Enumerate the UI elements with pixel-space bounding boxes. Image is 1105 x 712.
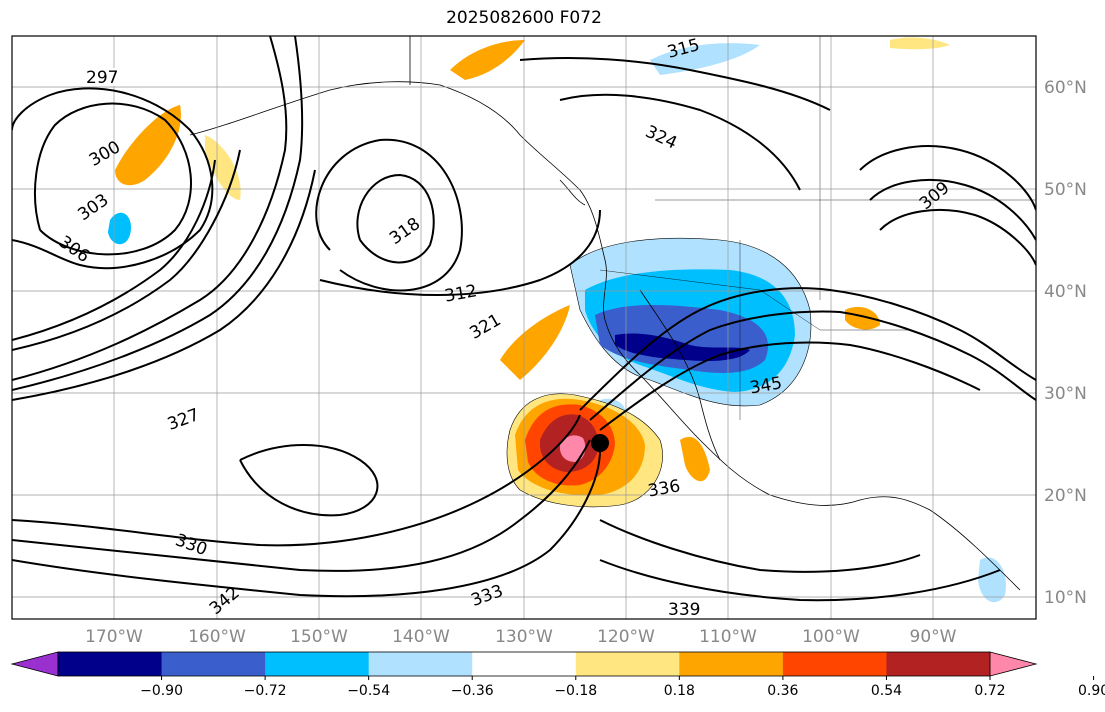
colorbar-tick-label: 0.72 bbox=[974, 683, 1005, 699]
colorbar-cell bbox=[368, 652, 473, 676]
lon-label: 110°W bbox=[699, 627, 757, 647]
colorbar-extend-min bbox=[10, 651, 59, 677]
colorbar-tick-label: 0.90 bbox=[1078, 683, 1105, 699]
map-frame bbox=[11, 35, 1037, 620]
contours bbox=[12, 36, 1036, 602]
colorbar: −0.90 −0.72 −0.54 −0.36 −0.18 0.18 0.36 0.54 0.7… bbox=[10, 651, 1105, 699]
colorbar-tick-label: −0.54 bbox=[347, 683, 390, 699]
lon-label: 130°W bbox=[495, 627, 553, 647]
contour-label: 339 bbox=[668, 600, 700, 620]
colorbar-tick-label: −0.18 bbox=[554, 683, 597, 699]
negative-anomaly-core bbox=[615, 333, 750, 361]
contour-label: 297 bbox=[86, 68, 118, 88]
colorbar-cell bbox=[161, 652, 266, 676]
map-area: 297 300 303 306 309 312 315 318 321 324 … bbox=[12, 36, 1036, 620]
latitude-labels: 60°N 50°N 40°N 30°N 20°N 10°N bbox=[1044, 78, 1087, 608]
colorbar-cell bbox=[472, 652, 577, 676]
positive-patch-east bbox=[845, 306, 880, 330]
positive-patch-north2 bbox=[205, 135, 241, 200]
lon-label: 150°W bbox=[290, 627, 348, 647]
positive-patch-nw bbox=[115, 105, 181, 186]
negative-patch-east bbox=[978, 557, 1006, 603]
colorbar-cell bbox=[886, 652, 991, 676]
lon-label: 120°W bbox=[597, 627, 655, 647]
positive-patch-gulf bbox=[680, 436, 710, 482]
positive-patch-ne bbox=[890, 37, 950, 50]
lat-label: 10°N bbox=[1044, 588, 1087, 608]
lat-label: 50°N bbox=[1044, 180, 1087, 200]
colorbar-tick-label: 0.54 bbox=[871, 683, 902, 699]
lat-label: 20°N bbox=[1044, 486, 1087, 506]
positive-patch-north bbox=[450, 40, 525, 80]
lon-label: 160°W bbox=[188, 627, 246, 647]
grid-lines bbox=[12, 36, 1036, 619]
coastlines bbox=[189, 36, 1036, 591]
lon-label: 90°W bbox=[910, 627, 957, 647]
shaded-fields bbox=[108, 37, 1006, 603]
storm-center-marker bbox=[591, 434, 609, 452]
positive-patch-baja bbox=[500, 305, 570, 380]
map-title: 2025082600 F072 bbox=[446, 8, 602, 28]
lat-label: 30°N bbox=[1044, 384, 1087, 404]
colorbar-extend-max bbox=[989, 651, 1038, 677]
lon-label: 170°W bbox=[85, 627, 143, 647]
colorbar-tick-label: 0.36 bbox=[767, 683, 798, 699]
colorbar-tick-label: 0.18 bbox=[664, 683, 695, 699]
lon-label: 140°W bbox=[392, 627, 450, 647]
positive-anomaly-core bbox=[559, 435, 586, 462]
colorbar-cell bbox=[575, 652, 680, 676]
lat-label: 40°N bbox=[1044, 282, 1087, 302]
colorbar-tick-label: −0.90 bbox=[140, 683, 183, 699]
colorbar-tick-label: −0.36 bbox=[451, 683, 494, 699]
colorbar-cell bbox=[782, 652, 887, 676]
colorbar-tick-label: −0.72 bbox=[244, 683, 287, 699]
lat-label: 60°N bbox=[1044, 78, 1087, 98]
colorbar-cell bbox=[679, 652, 784, 676]
longitude-labels: 170°W 160°W 150°W 140°W 130°W 120°W 110°… bbox=[85, 627, 957, 647]
colorbar-cell bbox=[265, 652, 370, 676]
lon-label: 100°W bbox=[802, 627, 860, 647]
colorbar-cell bbox=[58, 652, 163, 676]
